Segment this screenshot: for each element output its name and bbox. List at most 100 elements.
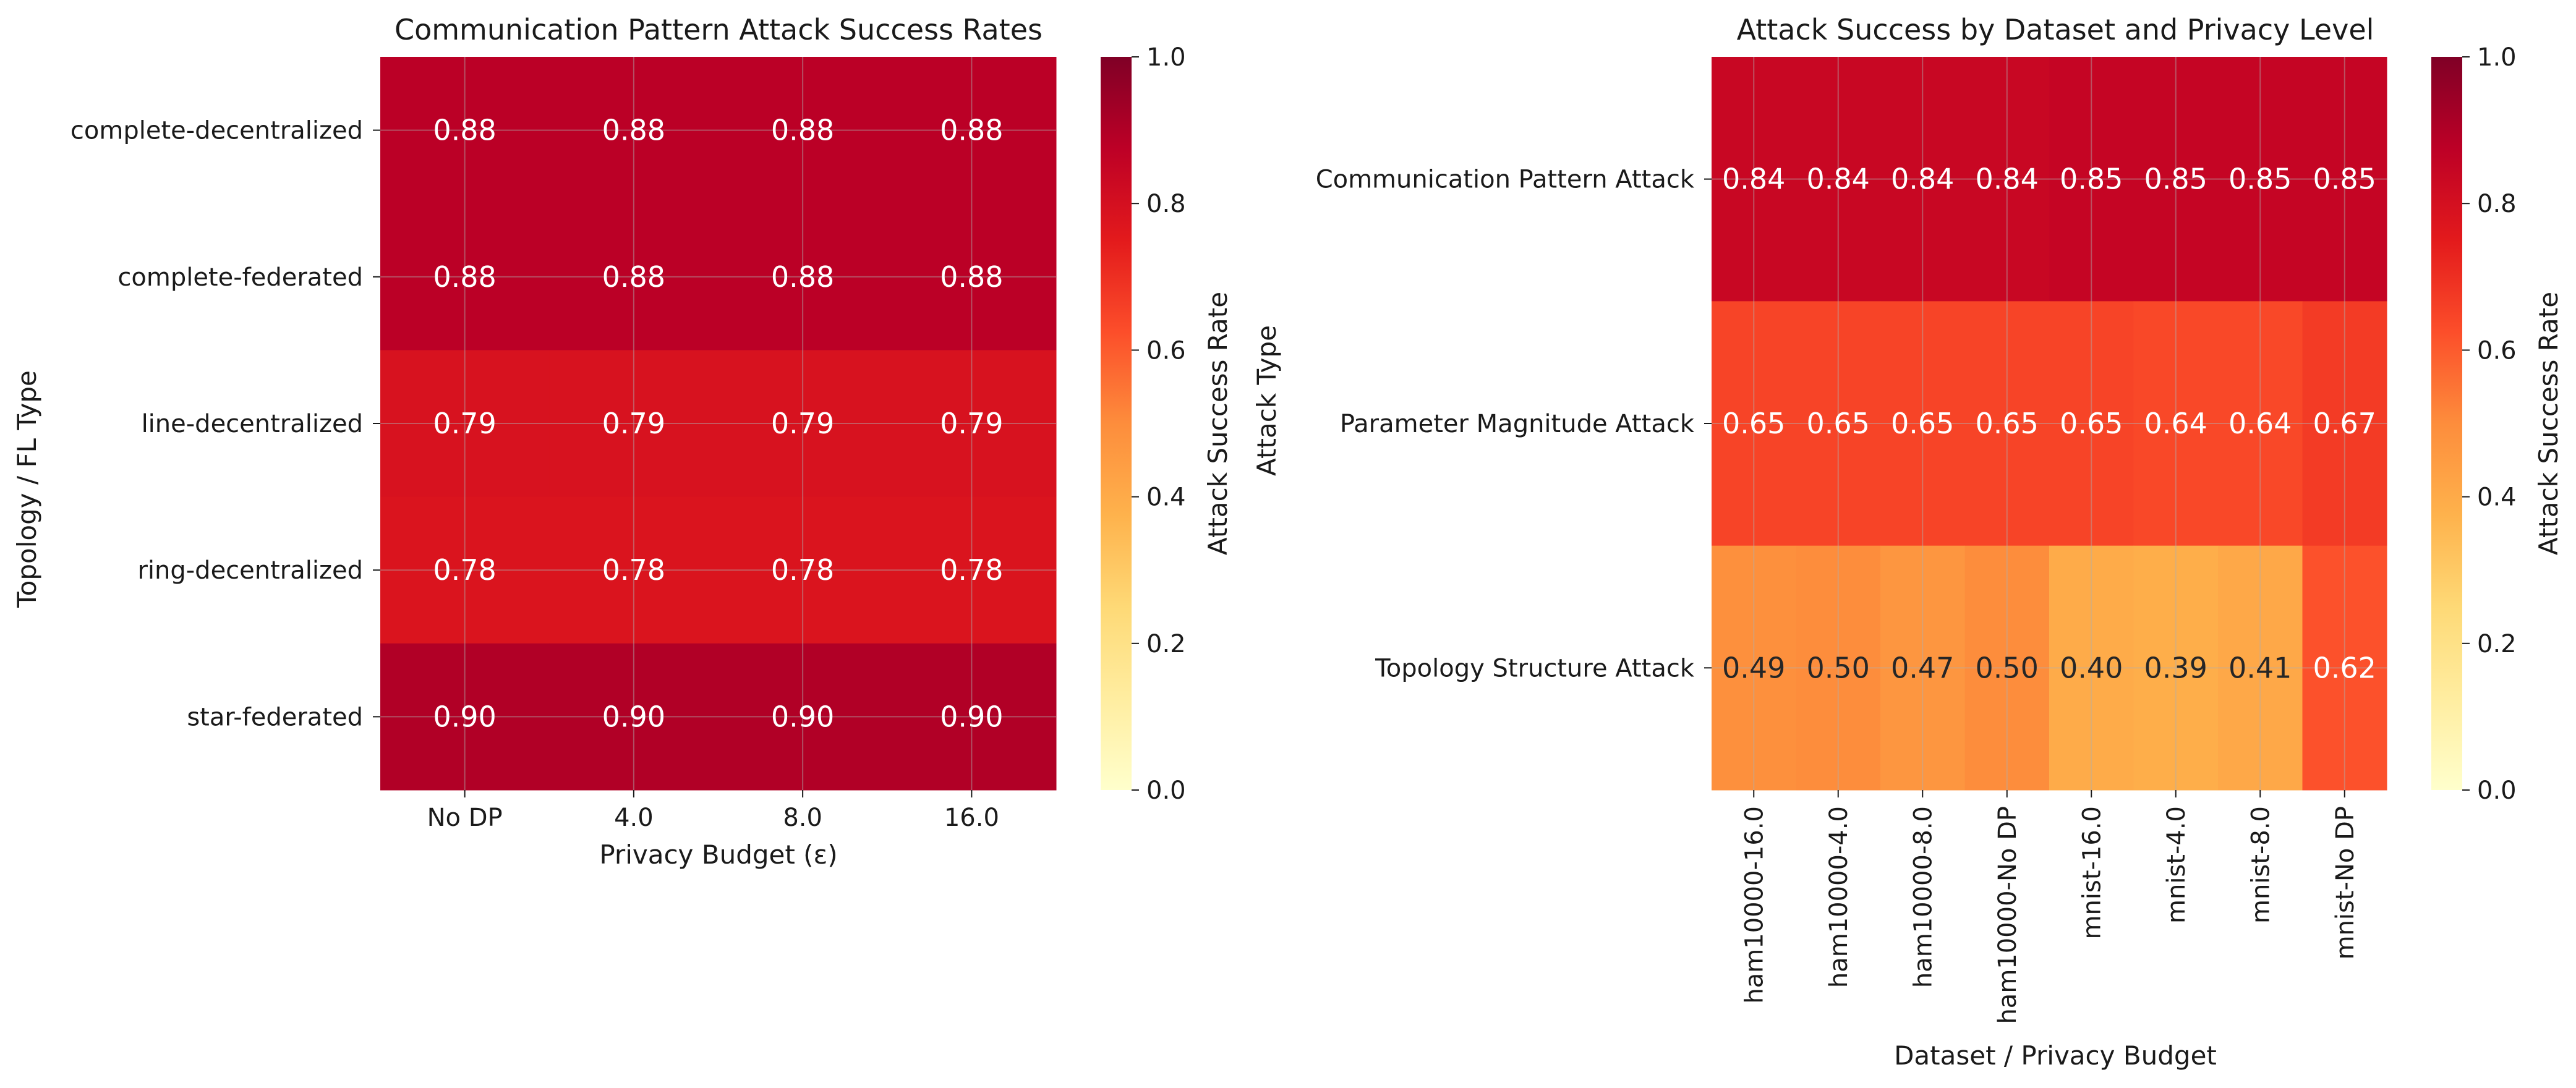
cell-value: 0.78 (940, 553, 1003, 587)
cell-value: 0.62 (2313, 651, 2376, 684)
heatmap-cell (887, 350, 1057, 498)
cell-value: 0.78 (771, 553, 834, 587)
cell-value: 0.84 (1976, 163, 2039, 196)
cell-value: 0.50 (1976, 651, 2039, 684)
cell-annotations: 0.84 0.84 0.84 0.84 0.85 0.85 0.85 0.85 0.65 0.65… (1722, 163, 2376, 685)
x-axis-label: Privacy Budget (ε) (599, 839, 837, 870)
colorbar-tick-label: 1.0 (2477, 43, 2517, 72)
heatmap-cell (1880, 301, 1965, 546)
x-tick-label: mnist-16.0 (2078, 806, 2106, 939)
cell-value: 0.67 (2313, 407, 2376, 440)
heatmap-communication-pattern: Communication Pattern Attack Success Rat… (12, 13, 1233, 870)
colorbar-label: Attack Success Rate (1203, 292, 1233, 555)
heatmap-cell (549, 643, 719, 791)
heatmap-cell (718, 496, 888, 644)
y-tick-label: Communication Pattern Attack (1316, 166, 1695, 194)
cell-value: 0.88 (433, 114, 496, 147)
grid-lines (1712, 57, 2387, 790)
cell-value: 0.79 (940, 407, 1003, 440)
heatmap-cell (2049, 301, 2134, 546)
heatmap-cell (718, 350, 888, 498)
cell-value: 0.90 (771, 700, 834, 733)
cell-value: 0.90 (433, 700, 496, 733)
heatmap-cell (887, 643, 1057, 791)
heatmap-cell (380, 203, 550, 351)
colorbar-tick-label: 0.2 (2477, 630, 2517, 658)
x-axis-label: Dataset / Privacy Budget (1894, 1040, 2217, 1071)
cell-value: 0.85 (2060, 163, 2123, 196)
colorbar-tick-label: 0.6 (2477, 336, 2517, 365)
heatmap-cells (380, 57, 1057, 791)
x-tick-label: No DP (427, 804, 503, 832)
heatmap-cell (1712, 545, 1796, 791)
heatmap-cell (887, 496, 1057, 644)
cell-value: 0.85 (2228, 163, 2292, 196)
y-tick-label: line-decentralized (142, 410, 363, 438)
colorbar-tick-label: 0.0 (2477, 776, 2517, 805)
x-tick-label: 4.0 (614, 804, 654, 832)
heatmap-cell (2302, 301, 2387, 546)
colorbar-tick-label: 0.2 (1146, 630, 1186, 658)
x-tick-label: 16.0 (944, 804, 999, 832)
y-tick-label: Topology Structure Attack (1375, 654, 1695, 682)
colorbar-tick-label: 0.4 (2477, 483, 2517, 512)
heatmap-cell (549, 203, 719, 351)
cell-value: 0.88 (771, 260, 834, 294)
heatmap-cell (1964, 545, 2050, 791)
colorbar-ticks: 0.0 0.2 0.4 0.6 0.8 1.0 (1132, 43, 1186, 805)
heatmap-cell (549, 57, 719, 204)
colorbar-gradient (1101, 57, 1132, 790)
cell-value: 0.88 (940, 260, 1003, 294)
y-tick-label: Parameter Magnitude Attack (1340, 410, 1695, 438)
cell-value: 0.64 (2144, 407, 2207, 440)
heatmap-cells (1712, 57, 2387, 791)
heatmap-cell (2133, 301, 2219, 546)
y-axis-label: Attack Type (1252, 325, 1282, 476)
colorbar-tick-label: 0.6 (1146, 336, 1186, 365)
y-tick-label: ring-decentralized (137, 556, 363, 585)
heatmap-cell (2218, 57, 2303, 302)
heatmap-cell (1796, 57, 1881, 302)
x-tick-label: mnist-No DP (2331, 806, 2360, 959)
heatmap-cell (2049, 545, 2134, 791)
heatmap-cell (1796, 545, 1881, 791)
heatmap-cell (2218, 545, 2303, 791)
heatmap-cell (718, 643, 888, 791)
y-tick-label: complete-federated (117, 263, 363, 292)
heatmap-cell (887, 203, 1057, 351)
cell-value: 0.88 (433, 260, 496, 294)
chart-title: Attack Success by Dataset and Privacy Le… (1737, 13, 2374, 46)
x-tick-label: ham10000-8.0 (1909, 806, 1937, 988)
heatmap-cell (549, 496, 719, 644)
heatmap-cell (1712, 57, 1796, 302)
heatmap-cell (380, 350, 550, 498)
cell-value: 0.78 (433, 553, 496, 587)
cell-annotations: 0.88 0.88 0.88 0.88 0.88 0.88 0.88 0.88 0.79 0.79… (433, 114, 1003, 734)
heatmap-cell (380, 496, 550, 644)
heatmap-cell (1712, 301, 1796, 546)
cell-value: 0.65 (1722, 407, 1785, 440)
heatmap-cell (380, 643, 550, 791)
x-tick-label: mnist-4.0 (2162, 806, 2191, 924)
y-tick-labels: Communication Pattern Attack Parameter Ma… (1316, 166, 1712, 682)
heatmap-cell (2133, 57, 2219, 302)
cell-value: 0.79 (602, 407, 665, 440)
heatmap-cell (1880, 57, 1965, 302)
heatmap-cell (380, 57, 550, 204)
x-tick-label: mnist-8.0 (2246, 806, 2275, 924)
heatmap-cell (887, 57, 1057, 204)
cell-value: 0.47 (1891, 651, 1954, 684)
cell-value: 0.90 (940, 700, 1003, 733)
chart-title: Communication Pattern Attack Success Rat… (395, 13, 1043, 46)
cell-value: 0.88 (602, 260, 665, 294)
cell-value: 0.64 (2228, 407, 2292, 440)
x-tick-labels: ham10000-16.0 ham10000-4.0 ham10000-8.0 ham… (1740, 790, 2360, 1024)
cell-value: 0.90 (602, 700, 665, 733)
cell-value: 0.65 (1807, 407, 1870, 440)
colorbar-ticks: 0.0 0.2 0.4 0.6 0.8 1.0 (2462, 43, 2517, 805)
cell-value: 0.88 (771, 114, 834, 147)
colorbar-tick-label: 0.8 (1146, 190, 1186, 218)
y-tick-label: complete-decentralized (70, 117, 363, 145)
colorbar-tick-label: 0.8 (2477, 190, 2517, 218)
